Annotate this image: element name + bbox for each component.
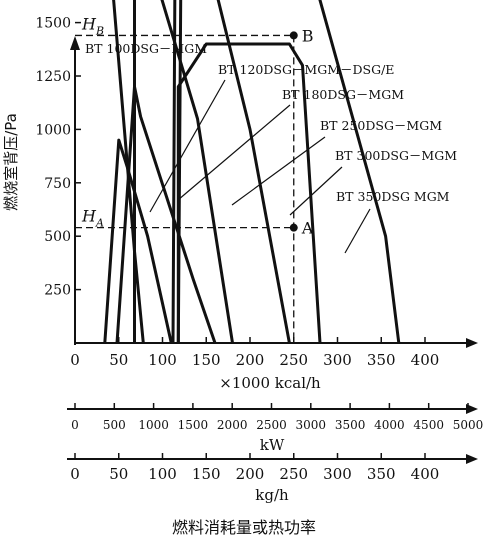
y-tick-label: 1000 <box>35 122 71 138</box>
x-tick-label-kw: 0 <box>71 418 79 432</box>
x-tick-label-kgh: 350 <box>367 465 396 483</box>
y-axis-title: 燃烧室背压/Pa <box>2 113 20 211</box>
x-axis-arrowhead-kgh <box>466 454 478 464</box>
x-tick-label-kgh: 0 <box>70 465 80 483</box>
x-tick-label-kcal: 100 <box>148 351 177 369</box>
x-tick-label-kcal: 400 <box>411 351 440 369</box>
y-tick-label: 750 <box>44 176 71 192</box>
series-line-4 <box>133 0 234 344</box>
series-leader-line-5 <box>289 166 343 216</box>
x-tick-label-kw: 3500 <box>335 418 366 432</box>
x-tick-label-kgh: 100 <box>148 465 177 483</box>
point-marker-a <box>289 223 298 232</box>
x-tick-label-kw: 1500 <box>178 418 209 432</box>
y-tick-label: 250 <box>44 283 71 299</box>
x-tick-label-kcal: 200 <box>236 351 265 369</box>
y-axis: 2505007501000125015001750200022502500 <box>35 16 81 345</box>
series-label-3: BT 180DSG－MGM <box>282 87 404 102</box>
series-labels: BT 100DSG－MGM BT 120DSG－MGM－DSG/E BT 180DS… <box>85 41 457 254</box>
series-label-6: BT 350DSG MGM <box>336 189 450 204</box>
series-leader-line-6 <box>344 208 371 254</box>
y-tick-label: 1250 <box>35 69 71 85</box>
x-axis-title-kcal: ×1000 kcal/h <box>219 374 321 392</box>
series-line-7 <box>176 42 322 344</box>
x-tick-label-kcal: 50 <box>109 351 128 369</box>
series-line-2 <box>103 138 173 344</box>
x-tick-label-kcal: 300 <box>323 351 352 369</box>
x-axis-title-kw: kW <box>260 436 285 454</box>
x-tick-label-kw: 5000 <box>453 418 484 432</box>
x-tick-label-kcal: 0 <box>70 351 80 369</box>
x-tick-label-kcal: 350 <box>367 351 396 369</box>
point-marker-b <box>289 31 298 40</box>
x-tick-label-kw: 3000 <box>296 418 327 432</box>
series-leader-line-2 <box>149 79 226 213</box>
series-label-1: BT 100DSG－MGM <box>85 41 207 56</box>
point-label-a: A <box>301 219 314 238</box>
series-leader-line-4 <box>231 136 326 206</box>
x-tick-label-kgh: 150 <box>192 465 221 483</box>
series-group <box>103 0 401 344</box>
x-axis-arrowhead-kcal <box>466 338 478 348</box>
x-tick-label-kcal: 150 <box>192 351 221 369</box>
series-label-4: BT 250DSG－MGM <box>320 118 442 133</box>
x-tick-label-kgh: 300 <box>323 465 352 483</box>
pressure-label-hb: HB <box>81 14 104 37</box>
series-leader-line-3 <box>177 104 291 201</box>
series-line-3 <box>115 85 217 344</box>
x-axis-arrowhead-kw <box>466 404 478 414</box>
x-tick-label-kw: 500 <box>103 418 126 432</box>
x-tick-label-kcal: 250 <box>279 351 308 369</box>
x-tick-label-kw: 4000 <box>374 418 405 432</box>
series-label-2: BT 120DSG－MGM－DSG/E <box>218 62 394 77</box>
x-tick-label-kgh: 400 <box>411 465 440 483</box>
series-label-5: BT 300DSG－MGM <box>335 148 457 163</box>
annotation-group: A B HA HB <box>75 14 314 343</box>
series-line-5 <box>171 0 291 344</box>
x-tick-label-kw: 2500 <box>256 418 287 432</box>
chart-caption: 燃料消耗量或热功率 <box>171 518 316 537</box>
pressure-label-subscript: A <box>95 217 104 230</box>
x-axes: 0 50 100 150 200 250 300 350 400×1000 kcal/h0 500… <box>67 337 483 504</box>
pressure-label-ha: HA <box>81 207 104 230</box>
y-tick-label: 500 <box>44 229 71 245</box>
point-label-b: B <box>302 26 314 45</box>
x-tick-label-kgh: 200 <box>236 465 265 483</box>
x-tick-label-kw: 2000 <box>217 418 248 432</box>
x-tick-label-kgh: 250 <box>279 465 308 483</box>
x-tick-label-kw: 1000 <box>138 418 169 432</box>
x-axis-title-kgh: kg/h <box>255 486 289 504</box>
y-axis-arrowhead <box>70 36 80 50</box>
x-tick-label-kgh: 50 <box>109 465 128 483</box>
series-line-6 <box>176 0 401 344</box>
x-tick-label-kw: 4500 <box>413 418 444 432</box>
pressure-label-subscript: B <box>95 24 104 37</box>
y-tick-label: 1500 <box>35 16 71 32</box>
